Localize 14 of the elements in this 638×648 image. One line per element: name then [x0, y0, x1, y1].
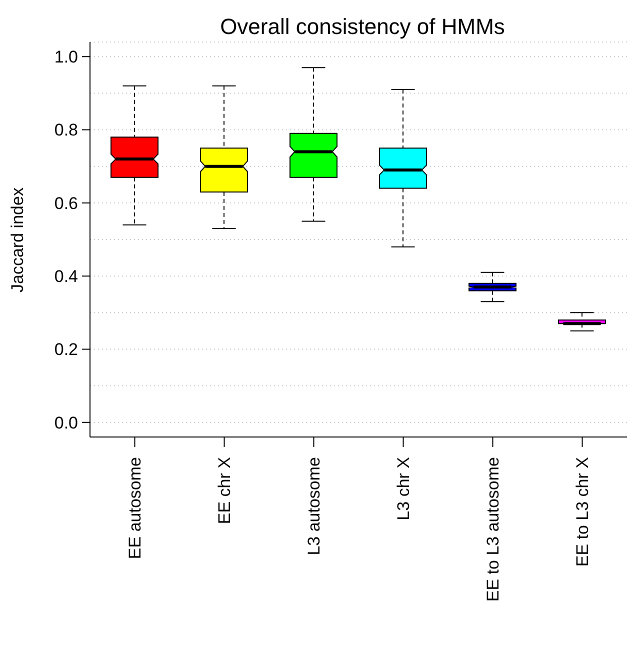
y-tick-label: 0.2: [54, 340, 78, 360]
chart-title: Overall consistency of HMMs: [219, 14, 506, 40]
y-axis-title: Jaccard index: [8, 188, 28, 292]
y-tick-label: 1.0: [54, 48, 78, 67]
x-tick-label: EE to L3 autosome: [484, 457, 503, 602]
y-tick-label: 0.0: [54, 413, 78, 432]
y-tick-label: 0.6: [54, 194, 78, 213]
y-tick-label: 0.4: [54, 267, 78, 286]
x-tick-label: EE to L3 chr X: [573, 457, 592, 567]
y-tick-label: 0.8: [54, 120, 78, 140]
x-tick-label: L3 autosome: [304, 457, 324, 556]
x-tick-label: EE chr X: [215, 457, 234, 524]
x-tick-label: L3 chr X: [394, 457, 414, 520]
x-tick-label: EE autosome: [126, 457, 145, 560]
